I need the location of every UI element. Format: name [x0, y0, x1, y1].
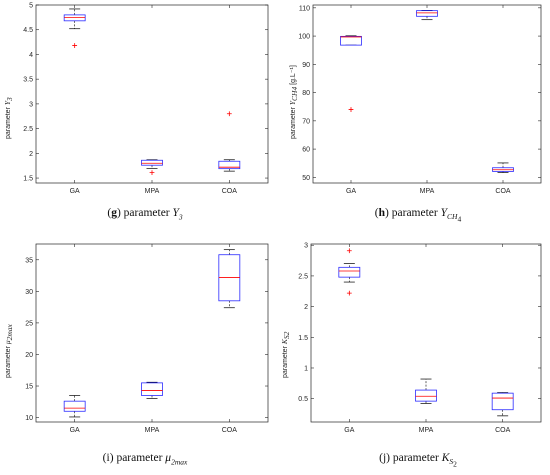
box-ga — [63, 8, 86, 48]
iqr-box — [63, 400, 86, 412]
y-tick-label: 20 — [25, 352, 33, 359]
y-tick-label: 25 — [25, 320, 33, 327]
y-tick-label: 15 — [25, 384, 33, 391]
box-coa — [218, 249, 241, 309]
x-tick-label: GA — [344, 427, 354, 434]
chart-panel-mu2max: 10 15 20 25 30 35 GA MPA COA parameter μ2max — [3, 243, 269, 434]
iqr-box — [141, 159, 163, 166]
outlier-marker — [149, 170, 155, 176]
y-tick-label: 50 — [302, 175, 310, 182]
box-coa — [218, 111, 241, 172]
outlier-marker — [226, 111, 232, 117]
y-axis-label: parameter μ2max — [3, 323, 14, 378]
box-mpa — [141, 381, 163, 399]
caption-i: (i) parameter μ2max — [102, 452, 188, 467]
x-tick-label: COA — [495, 427, 511, 434]
y-tick-label: 60 — [302, 147, 310, 154]
x-tick-label: GA — [70, 427, 80, 434]
box-mpa — [141, 159, 163, 176]
plot-frame — [35, 4, 269, 184]
x-tick-label: MPA — [420, 188, 435, 195]
y-tick-label: 80 — [302, 90, 310, 97]
outlier-marker — [72, 43, 78, 48]
y-tick-label: 1 — [304, 365, 308, 372]
x-tick-label: COA — [495, 188, 511, 195]
iqr-box — [63, 14, 86, 22]
box-coa — [492, 162, 514, 173]
y-tick-label: 3.5 — [23, 77, 33, 84]
y-tick-label: 10 — [25, 415, 33, 422]
y-axis-label: parameter Y3 — [3, 97, 14, 139]
iqr-box — [218, 160, 241, 170]
iqr-box — [415, 389, 437, 402]
y-axis-label: parameter YCH4 [g.L⁻¹] — [288, 65, 299, 139]
caption-g: (g) parameter Y3 — [107, 207, 183, 222]
y-tick-label: 5 — [29, 3, 33, 10]
y-tick-label: 2 — [29, 151, 33, 158]
iqr-box — [491, 392, 514, 411]
x-tick-label: MPA — [419, 427, 434, 434]
y-tick-label: 70 — [302, 118, 310, 125]
caption-h: (h) parameter YCH4 — [374, 207, 462, 224]
x-tick-label: COA — [222, 427, 238, 434]
y-axis-label: parameter KS2 — [280, 331, 291, 378]
y-tick-label: 1.5 — [23, 176, 33, 183]
y-tick-label: 2 — [304, 304, 308, 311]
outlier-marker — [348, 107, 354, 112]
iqr-box — [416, 10, 438, 17]
x-tick-label: GA — [346, 188, 356, 195]
y-tick-label: 1.5 — [298, 335, 308, 342]
chart-panel-y3: 1.5 2 2.5 3 3.5 4 4.5 5 GA MPA COA parameter Y3 — [3, 3, 269, 195]
y-tick-label: 4.5 — [23, 27, 33, 34]
chart-panel-ych4: 50 60 70 80 90 100 110 GA MPA COA parameter YCH4 [… — [288, 4, 542, 195]
caption-j: (j) parameter KS2 — [379, 452, 457, 469]
box-mpa — [416, 10, 438, 21]
y-tick-label: 3 — [304, 243, 308, 250]
x-tick-label: COA — [222, 188, 238, 195]
plot-frame — [312, 4, 542, 184]
x-tick-label: GA — [70, 188, 80, 195]
box-ga — [340, 35, 362, 112]
chart-panel-ks2: 0.5 1 1.5 2 2.5 3 GA MPA COA parameter KS2 — [280, 243, 542, 434]
y-tick-label: 0.5 — [298, 396, 308, 403]
y-tick-label: 35 — [25, 257, 33, 264]
y-tick-label: 2.5 — [23, 126, 33, 133]
x-tick-label: MPA — [145, 188, 160, 195]
y-tick-label: 4 — [29, 52, 33, 59]
iqr-box — [141, 382, 163, 396]
y-tick-label: 3 — [29, 101, 33, 108]
iqr-box — [340, 35, 362, 46]
y-tick-label: 30 — [25, 289, 33, 296]
y-tick-label: 100 — [298, 34, 310, 41]
y-tick-label: 110 — [299, 5, 310, 12]
y-tick-label: 2.5 — [298, 273, 308, 280]
box-coa — [491, 392, 514, 417]
iqr-box — [338, 266, 361, 278]
box-mpa — [415, 378, 437, 404]
outlier-marker — [346, 248, 352, 254]
box-ga — [63, 395, 86, 418]
outlier-marker — [346, 290, 352, 296]
x-tick-label: MPA — [145, 427, 160, 434]
y-tick-label: 90 — [302, 62, 310, 69]
box-ga — [338, 248, 361, 296]
